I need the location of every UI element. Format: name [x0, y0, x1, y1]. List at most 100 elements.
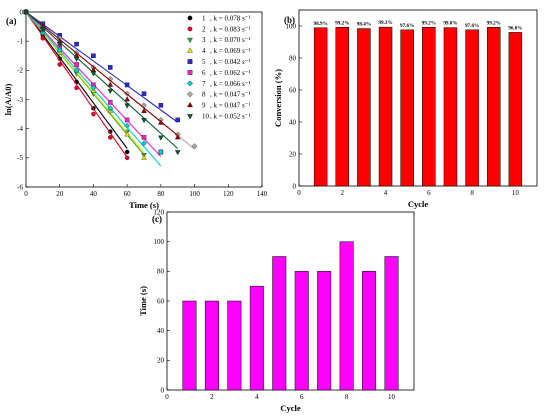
x-tick-label: 4: [384, 189, 388, 197]
y-axis-label: ln(A/A0): [3, 84, 13, 116]
legend-entry: 1, k = 0.078 s⁻¹: [202, 14, 250, 22]
data-point: [107, 105, 114, 112]
data-point: [90, 71, 97, 77]
legend-series-name: 3: [202, 36, 206, 44]
data-point: [124, 103, 130, 109]
series-10: [23, 10, 181, 156]
bar-data-label: 97.6%: [400, 23, 414, 29]
y-tick-label: 60: [157, 297, 165, 305]
x-tick-label: 2: [210, 393, 214, 401]
legend-k-value: k = 0.069 s⁻¹: [214, 47, 251, 55]
data-point: [124, 149, 130, 155]
y-tick-label: -1: [17, 38, 23, 46]
data-point: [57, 62, 62, 67]
x-tick-label: 6: [300, 393, 304, 401]
bar: [400, 29, 414, 187]
legend-separator: ,: [210, 91, 214, 99]
x-tick-label: 10: [512, 189, 520, 197]
legend-marker: [187, 101, 193, 108]
data-point: [157, 149, 164, 155]
x-tick-label: 4: [255, 393, 259, 401]
bar-data-label: 99.2%: [335, 20, 349, 26]
data-point: [74, 41, 79, 47]
legend-k-value: k = 0.066 s⁻¹: [214, 80, 251, 88]
data-point: [124, 82, 130, 88]
bar: [443, 27, 458, 187]
plot-frame: [166, 211, 415, 391]
legend-separator: ,: [210, 58, 214, 66]
legend-entry: 5, k = 0.042 s⁻¹: [202, 58, 250, 66]
legend-k-value: k = 0.070 s⁻¹: [214, 36, 251, 44]
data-point: [108, 135, 113, 140]
fit-line: [25, 11, 179, 123]
legend-separator: ,: [210, 14, 214, 22]
data-point: [141, 135, 147, 140]
data-point: [74, 62, 79, 67]
x-tick-label: 80: [157, 190, 165, 198]
legend-series-name: 9: [202, 102, 206, 110]
data-point: [141, 118, 147, 124]
legend: 1, k = 0.078 s⁻¹ 2, k = 0.083 s⁻¹ 3, k = 0…: [186, 14, 251, 121]
data-point: [141, 140, 147, 147]
data-point: [108, 100, 113, 105]
legend-series-name: 7: [202, 80, 206, 88]
plot-frame: [298, 9, 538, 187]
bar: [384, 256, 399, 391]
y-axis-label: Time (s): [138, 286, 148, 316]
data-point: [108, 65, 113, 70]
x-tick-label: 10: [388, 393, 396, 401]
x-axis-label: Cycle: [280, 403, 301, 413]
x-tick-label: 6: [427, 189, 431, 197]
data-point: [124, 131, 130, 137]
series-7: [23, 9, 164, 167]
data-point: [124, 155, 130, 161]
bar-data-label: 98.4%: [357, 22, 371, 28]
x-tick-label: 20: [56, 190, 64, 198]
legend-marker: [187, 114, 193, 120]
legend-marker: [186, 91, 194, 98]
y-tick-label: -2: [17, 67, 23, 75]
y-tick-label: -4: [17, 125, 23, 133]
data-point: [141, 102, 147, 109]
legend-entry: 8, k = 0.047 s⁻¹: [202, 91, 250, 99]
legend-series-name: 2: [202, 25, 206, 33]
bar-data-label: 97.6%: [465, 23, 479, 29]
bar-data-label: 96.0%: [508, 25, 522, 31]
legend-separator: ,: [210, 25, 214, 33]
data-point: [74, 85, 79, 91]
legend-entry: 10, k = 0.052 s⁻¹: [202, 113, 250, 121]
bar-data-label: 99.0%: [443, 21, 457, 27]
legend-marker: [186, 80, 194, 87]
legend-k-value: k = 0.062 s⁻¹: [214, 69, 251, 77]
panel-label: (c): [152, 214, 162, 224]
legend-marker: [187, 26, 193, 32]
bar-data-label: 99.2%: [487, 20, 501, 26]
bar-data-label: 99.2%: [422, 20, 436, 26]
data-point: [158, 135, 164, 141]
y-tick-label: 20: [289, 150, 297, 158]
bar: [357, 28, 371, 187]
y-tick-label: -5: [17, 154, 23, 162]
legend-marker: [187, 37, 193, 44]
legend-series-name: 6: [202, 69, 206, 77]
x-tick-label: 2: [341, 189, 345, 197]
x-tick-label: 40: [90, 190, 98, 198]
data-point: [73, 56, 80, 62]
data-point: [141, 154, 147, 160]
bar: [227, 300, 242, 391]
bar: [249, 285, 264, 391]
legend-entry: 4, k = 0.069 s⁻¹: [202, 47, 250, 55]
x-axis-label: Time (s): [129, 200, 159, 210]
bar-data-label: 98.9%: [314, 21, 328, 27]
fit-line: [25, 11, 145, 154]
y-tick-label: -6: [17, 183, 23, 191]
data-point: [107, 81, 114, 87]
data-point: [158, 103, 164, 108]
data-point: [91, 53, 96, 59]
legend-entry: 2, k = 0.083 s⁻¹: [202, 25, 250, 33]
data-point: [124, 122, 131, 129]
bar: [182, 300, 197, 391]
data-point: [23, 10, 29, 16]
